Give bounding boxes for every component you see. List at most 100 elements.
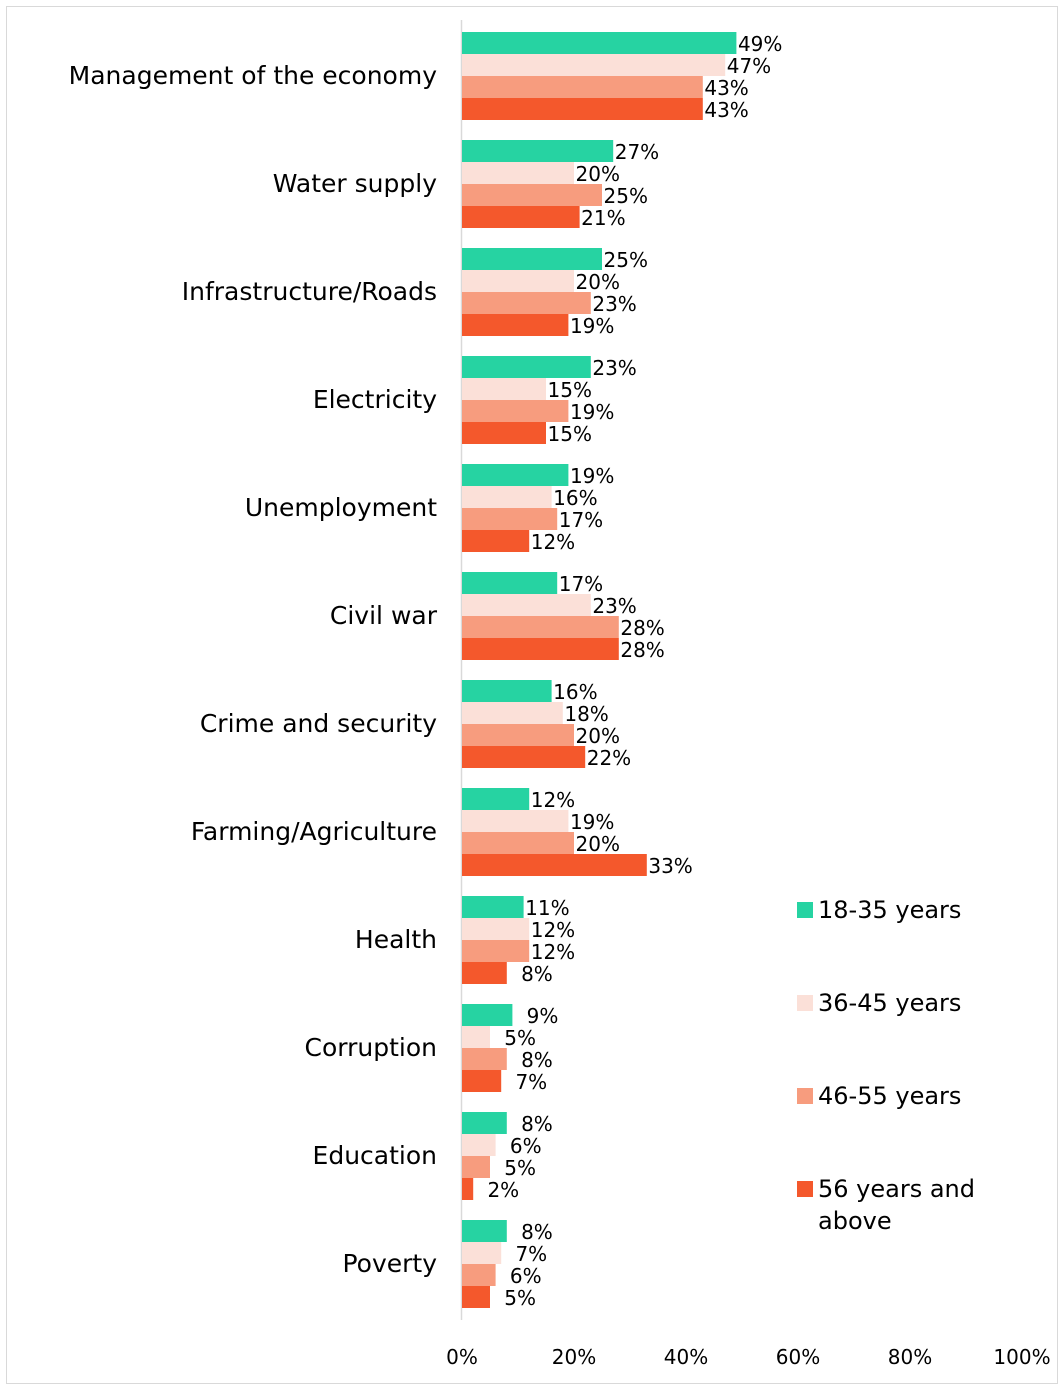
- data-label: 25%: [604, 248, 648, 272]
- category-label: Electricity: [313, 385, 437, 414]
- bar: [462, 1112, 507, 1134]
- data-label: 12%: [531, 788, 575, 812]
- legend-label: 36-45 years: [818, 989, 961, 1017]
- bar: [462, 1004, 513, 1026]
- bar: [462, 508, 558, 530]
- data-label: 20%: [576, 832, 620, 856]
- legend-label: 46-55 years: [818, 1082, 961, 1110]
- data-label: 47%: [727, 54, 771, 78]
- data-label: 7%: [515, 1242, 547, 1266]
- bar: [462, 1026, 490, 1048]
- bar: [462, 810, 569, 832]
- category-label: Farming/Agriculture: [191, 817, 437, 846]
- bar: [462, 292, 591, 314]
- data-label: 20%: [576, 270, 620, 294]
- bar: [462, 1220, 507, 1242]
- legend-swatch: [797, 1088, 813, 1104]
- bar: [462, 896, 524, 918]
- x-tick-label: 80%: [888, 1345, 932, 1369]
- bar: [462, 616, 619, 638]
- bar: [462, 1264, 496, 1286]
- data-label: 16%: [553, 680, 597, 704]
- data-label: 17%: [559, 572, 603, 596]
- bar: [462, 378, 546, 400]
- bar: [462, 32, 737, 54]
- x-tick-label: 40%: [664, 1345, 708, 1369]
- category-label: Civil war: [330, 601, 438, 630]
- bar: [462, 1156, 490, 1178]
- data-label: 8%: [521, 1112, 553, 1136]
- bar: [462, 184, 602, 206]
- data-label: 11%: [525, 896, 569, 920]
- bar: [462, 788, 530, 810]
- data-label: 25%: [604, 184, 648, 208]
- data-label: 8%: [521, 962, 553, 986]
- bar: [462, 940, 530, 962]
- data-label: 8%: [521, 1220, 553, 1244]
- bar: [462, 530, 530, 552]
- x-tick-label: 20%: [552, 1345, 596, 1369]
- legend: 18-35 years 36-45 years 46-55 years 56 year…: [797, 896, 975, 1235]
- data-label: 23%: [592, 292, 636, 316]
- data-label: 2%: [487, 1178, 519, 1202]
- bar: [462, 1048, 507, 1070]
- category-label: Management of the economy: [69, 61, 438, 90]
- bar: [462, 400, 569, 422]
- data-label: 12%: [531, 918, 575, 942]
- data-label: 7%: [515, 1070, 547, 1094]
- bar: [462, 594, 591, 616]
- value-labels: 49%47%43%43%27%20%25%21%25%20%23%19%23%1…: [487, 32, 782, 1310]
- bar: [462, 832, 574, 854]
- chart-frame: [6, 6, 1058, 1384]
- legend-swatch: [797, 902, 813, 918]
- bar: [462, 854, 647, 876]
- data-label: 15%: [548, 422, 592, 446]
- data-label: 6%: [510, 1134, 542, 1158]
- category-label: Education: [313, 1141, 437, 1170]
- data-label: 23%: [592, 356, 636, 380]
- bar: [462, 1134, 496, 1156]
- data-label: 19%: [570, 464, 614, 488]
- data-label: 17%: [559, 508, 603, 532]
- data-label: 20%: [576, 162, 620, 186]
- bar: [462, 680, 552, 702]
- data-label: 16%: [553, 486, 597, 510]
- category-label: Poverty: [342, 1249, 437, 1278]
- bar: [462, 1286, 490, 1308]
- x-tick-label: 100%: [993, 1345, 1050, 1369]
- bar: [462, 140, 614, 162]
- bar: [462, 356, 591, 378]
- data-label: 6%: [510, 1264, 542, 1288]
- legend-label: 18-35 years: [818, 896, 961, 924]
- data-label: 15%: [548, 378, 592, 402]
- bar: [462, 314, 569, 336]
- bar: [462, 486, 552, 508]
- data-label: 43%: [704, 76, 748, 100]
- x-axis-tick-labels: 0% 20% 40% 60% 80% 100%: [446, 1345, 1050, 1369]
- bar: [462, 76, 703, 98]
- legend-swatch: [797, 1181, 813, 1197]
- data-label: 28%: [620, 638, 664, 662]
- category-label: Health: [355, 925, 437, 954]
- data-label: 9%: [527, 1004, 559, 1028]
- data-label: 27%: [615, 140, 659, 164]
- bar: [462, 724, 574, 746]
- data-label: 12%: [531, 940, 575, 964]
- data-label: 23%: [592, 594, 636, 618]
- bar: [462, 1178, 474, 1200]
- category-label: Corruption: [305, 1033, 437, 1062]
- bar: [462, 464, 569, 486]
- bar: [462, 962, 507, 984]
- data-label: 5%: [504, 1026, 536, 1050]
- category-labels: Management of the economy Water supply Inf…: [69, 61, 438, 1278]
- data-label: 20%: [576, 724, 620, 748]
- data-label: 8%: [521, 1048, 553, 1072]
- bar: [462, 54, 726, 76]
- x-tick-label: 0%: [446, 1345, 478, 1369]
- data-label: 12%: [531, 530, 575, 554]
- bar: [462, 918, 530, 940]
- data-label: 33%: [648, 854, 692, 878]
- category-label: Unemployment: [245, 493, 437, 522]
- bar: [462, 702, 563, 724]
